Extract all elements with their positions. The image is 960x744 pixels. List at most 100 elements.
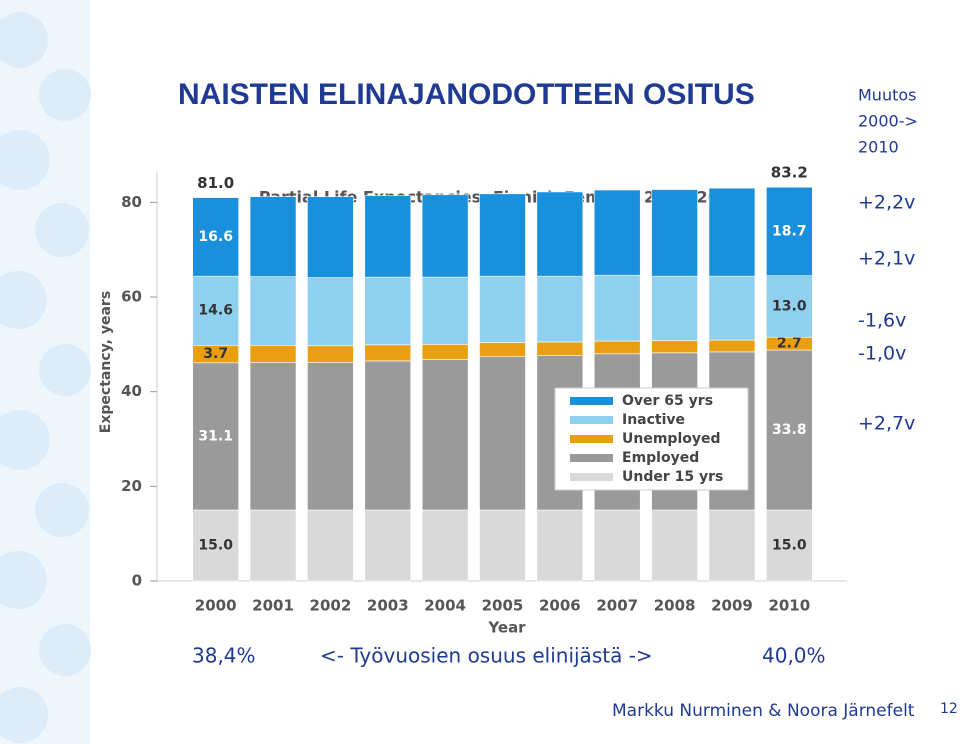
total-label: 81.0 — [197, 174, 234, 192]
data-label: 3.7 — [203, 346, 228, 362]
author: Markku Nurminen & Noora Järnefelt — [612, 701, 915, 721]
bar-segment — [479, 193, 526, 277]
y-tick-label: 60 — [121, 288, 142, 306]
footer-right: 40,0% — [762, 644, 826, 668]
bar-segment — [421, 344, 469, 360]
bar-segment — [651, 340, 698, 354]
legend-label: Under 15 yrs — [622, 469, 723, 485]
bar-segment — [708, 509, 756, 582]
y-tick-label: 0 — [132, 572, 142, 590]
x-tick-label: 2008 — [654, 597, 696, 615]
change: +2,1v — [858, 248, 915, 270]
change-header: 2000-> — [858, 112, 918, 131]
legend-label: Inactive — [622, 412, 685, 428]
x-tick-label: 2006 — [539, 597, 581, 615]
legend-swatch — [570, 397, 613, 405]
bar-segment — [307, 277, 354, 347]
bar-segment — [479, 342, 526, 357]
bar-segment — [593, 509, 641, 582]
data-label: 15.0 — [198, 538, 233, 554]
bar-segment — [593, 274, 641, 342]
data-label: 16.6 — [198, 229, 233, 245]
data-label: 15.0 — [772, 538, 807, 554]
footer-left: 38,4% — [192, 644, 256, 668]
change: -1,6v — [858, 310, 906, 332]
bar-segment — [708, 275, 756, 341]
x-tick-label: 2002 — [310, 597, 352, 615]
slide-title: NAISTEN ELINAJANODOTTEEN OSITUS — [178, 78, 755, 111]
bar-segment — [651, 275, 698, 341]
y-tick-label: 20 — [121, 477, 142, 495]
data-label: 33.8 — [772, 422, 807, 438]
bar-segment — [421, 509, 469, 582]
bar-segment — [651, 509, 698, 582]
legend-label: Over 65 yrs — [622, 393, 713, 409]
bar-segment — [192, 362, 239, 511]
bar-segment — [766, 275, 813, 338]
x-axis-title: Year — [487, 619, 526, 637]
x-tick-label: 2007 — [596, 597, 638, 615]
bar-segment — [651, 189, 698, 277]
data-label: 2.7 — [777, 336, 802, 352]
data-label: 18.7 — [772, 223, 807, 239]
change: -1,0v — [858, 343, 906, 365]
change: +2,7v — [858, 413, 915, 435]
y-tick-label: 80 — [121, 193, 142, 211]
change-header: 2010 — [858, 138, 899, 157]
legend-swatch — [570, 454, 613, 462]
bar-segment — [364, 195, 412, 278]
data-label: 14.6 — [198, 303, 233, 319]
bar-segment — [708, 339, 756, 353]
bar-segment — [249, 344, 297, 363]
total-label: 83.2 — [771, 164, 808, 182]
bar-segment — [307, 362, 354, 511]
bar-segment — [766, 349, 813, 511]
page-number: 12 — [940, 701, 958, 717]
bar-segment — [249, 196, 297, 277]
legend-swatch — [570, 473, 613, 481]
bar-segment — [192, 275, 239, 346]
data-label: 31.1 — [198, 428, 233, 444]
bar-segment — [364, 360, 412, 511]
bar-segment — [536, 191, 584, 277]
bar-segment — [536, 275, 584, 343]
bar-segment — [536, 341, 584, 356]
x-tick-label: 2003 — [367, 597, 409, 615]
bar-segment — [421, 359, 469, 511]
bar-segment — [364, 344, 412, 362]
bar-segment — [307, 345, 354, 363]
bar-segment — [479, 356, 526, 511]
bar-segment — [479, 275, 526, 343]
bar-segment — [364, 509, 412, 582]
bar-segment — [192, 509, 239, 582]
bar-segment — [364, 276, 412, 346]
legend-label: Unemployed — [622, 431, 721, 447]
x-tick-label: 2004 — [424, 597, 466, 615]
data-label: 13.0 — [772, 298, 807, 314]
bar-segment — [593, 340, 641, 355]
x-tick-label: 2009 — [711, 597, 753, 615]
change: +2,2v — [858, 192, 915, 214]
bar-segment — [192, 197, 239, 277]
bar-segment — [307, 509, 354, 582]
bar-segment — [593, 189, 641, 276]
bar-segment — [421, 194, 469, 278]
y-axis-title: Expectancy, years — [98, 291, 114, 433]
bar-segment — [307, 196, 354, 278]
bar-segment — [421, 276, 469, 345]
bar-segment — [249, 362, 297, 511]
x-tick-label: 2000 — [195, 597, 237, 615]
y-tick-label: 40 — [121, 382, 142, 400]
x-tick-label: 2010 — [768, 597, 810, 615]
change-header: Muutos — [858, 86, 916, 105]
bar-segment — [708, 187, 756, 277]
decoration — [0, 0, 91, 744]
bar-segment — [249, 509, 297, 582]
bar-segment — [766, 509, 813, 582]
x-tick-label: 2005 — [482, 597, 524, 615]
legend-label: Employed — [622, 450, 699, 466]
bar-segment — [536, 509, 584, 582]
legend-swatch — [570, 435, 613, 443]
